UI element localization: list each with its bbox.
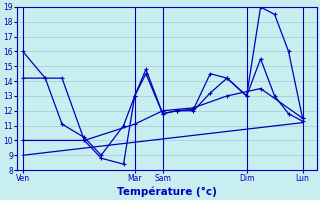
- X-axis label: Température (°c): Température (°c): [117, 186, 217, 197]
